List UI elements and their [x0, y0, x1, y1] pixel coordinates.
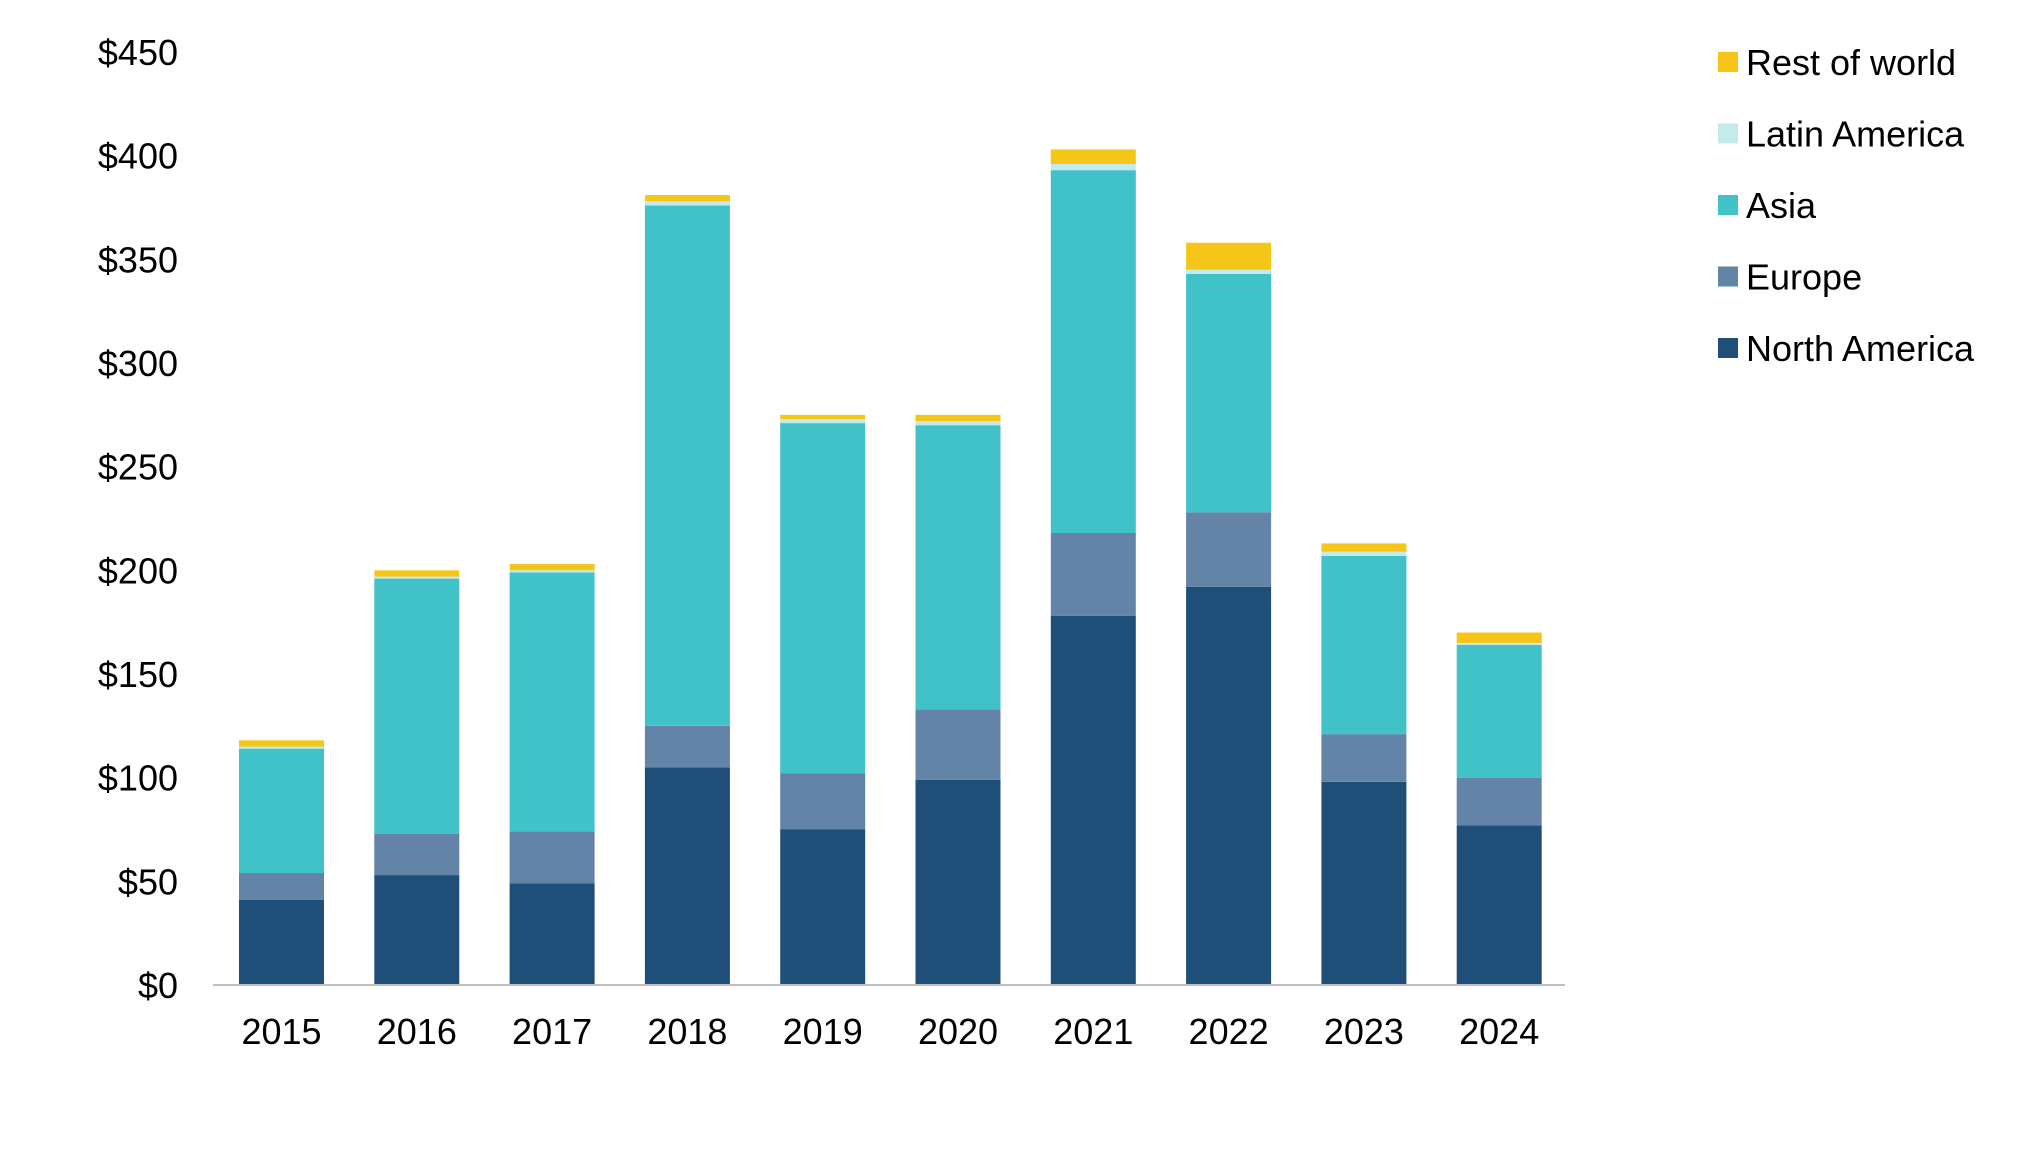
bar-segment: [644, 201, 730, 206]
bar-segment: [780, 773, 866, 830]
bar-segment: [644, 195, 730, 202]
y-tick-label: $400: [98, 136, 178, 177]
bar-segment: [1050, 170, 1136, 534]
legend-swatch: [1718, 266, 1738, 287]
x-tick-label: 2024: [1459, 1011, 1539, 1052]
bar-segment: [1456, 825, 1542, 985]
bar-segment: [374, 570, 460, 577]
legend-label: Latin America: [1746, 114, 1965, 155]
y-tick-label: $350: [98, 239, 178, 280]
bar-segment: [1321, 551, 1407, 556]
bar-segment: [1321, 555, 1407, 735]
bar-segment: [1186, 269, 1272, 274]
legend-label: Europe: [1746, 257, 1862, 298]
bar-segment: [509, 883, 595, 985]
bar-segment: [1186, 242, 1272, 270]
bar-segment: [1456, 642, 1542, 645]
bar-segment: [644, 205, 730, 726]
bar-segment: [1456, 632, 1542, 643]
bar-segment: [1186, 586, 1272, 985]
x-tick-label: 2020: [918, 1011, 998, 1052]
y-tick-label: $0: [138, 965, 178, 1006]
bar-segment: [239, 873, 324, 900]
bar-segment: [915, 425, 1001, 710]
bar-segment: [239, 740, 324, 747]
legend-swatch: [1718, 195, 1738, 215]
x-tick-label: 2023: [1324, 1011, 1404, 1052]
x-tick-label: 2018: [647, 1011, 727, 1052]
bar-segment: [1050, 163, 1136, 171]
x-tick-label: 2015: [241, 1011, 321, 1052]
bar-segment: [374, 578, 460, 834]
bar-segment: [1321, 734, 1407, 782]
bar-segment: [780, 418, 866, 424]
y-tick-label: $300: [98, 343, 178, 384]
bar-segment: [509, 564, 595, 571]
legend-swatch: [1718, 123, 1738, 144]
bar-segment: [915, 779, 1001, 985]
bar-segment: [915, 421, 1001, 426]
y-tick-label: $250: [98, 447, 178, 488]
bar-segment: [1050, 615, 1136, 985]
bar-segment: [1050, 533, 1136, 616]
bar-segment: [239, 899, 324, 985]
y-axis-ticks: $0 $50 $100 $150 $200 $250 $300 $350 $400 $450: [98, 32, 178, 1006]
bar-segment: [239, 746, 324, 749]
bar-segment: [780, 829, 866, 985]
bar-segment: [1456, 777, 1542, 826]
bar-segment: [1456, 644, 1542, 778]
bar-segment: [509, 572, 595, 832]
legend-label: Rest of world: [1746, 42, 1956, 83]
bar-segment: [1050, 149, 1136, 164]
bar-segment: [1186, 512, 1272, 587]
bar-segment: [644, 725, 730, 768]
x-axis-ticks: 2015 2016 2017 2018 2019 2020 2021 2022 2023 2024: [241, 1011, 1539, 1052]
bar-segment: [374, 576, 460, 579]
legend-swatch: [1718, 338, 1738, 358]
legend-label: North America: [1746, 328, 1975, 369]
y-tick-label: $450: [98, 32, 178, 73]
x-tick-label: 2022: [1189, 1011, 1269, 1052]
legend: Rest of world Latin America Asia Europe Nort…: [1718, 42, 1975, 369]
bar-segment: [239, 748, 324, 874]
bars: [239, 149, 1542, 985]
bar-segment: [1321, 781, 1407, 985]
bar-segment: [374, 875, 460, 985]
bar-segment: [1186, 273, 1272, 513]
bar-segment: [780, 414, 866, 419]
legend-label: Asia: [1746, 185, 1817, 226]
y-tick-label: $200: [98, 550, 178, 591]
bar-segment: [509, 831, 595, 884]
bar-segment: [1321, 543, 1407, 552]
bar-segment: [374, 833, 460, 876]
x-tick-label: 2021: [1053, 1011, 1133, 1052]
legend-swatch: [1718, 52, 1738, 72]
bar-segment: [915, 709, 1001, 780]
x-tick-label: 2017: [512, 1011, 592, 1052]
y-tick-label: $150: [98, 654, 178, 695]
bar-segment: [509, 570, 595, 573]
bar-segment: [780, 423, 866, 774]
bar-segment: [915, 414, 1001, 422]
bar-segment: [644, 767, 730, 985]
x-tick-label: 2016: [377, 1011, 457, 1052]
x-tick-label: 2019: [783, 1011, 863, 1052]
y-tick-label: $100: [98, 758, 178, 799]
y-tick-label: $50: [118, 861, 178, 902]
